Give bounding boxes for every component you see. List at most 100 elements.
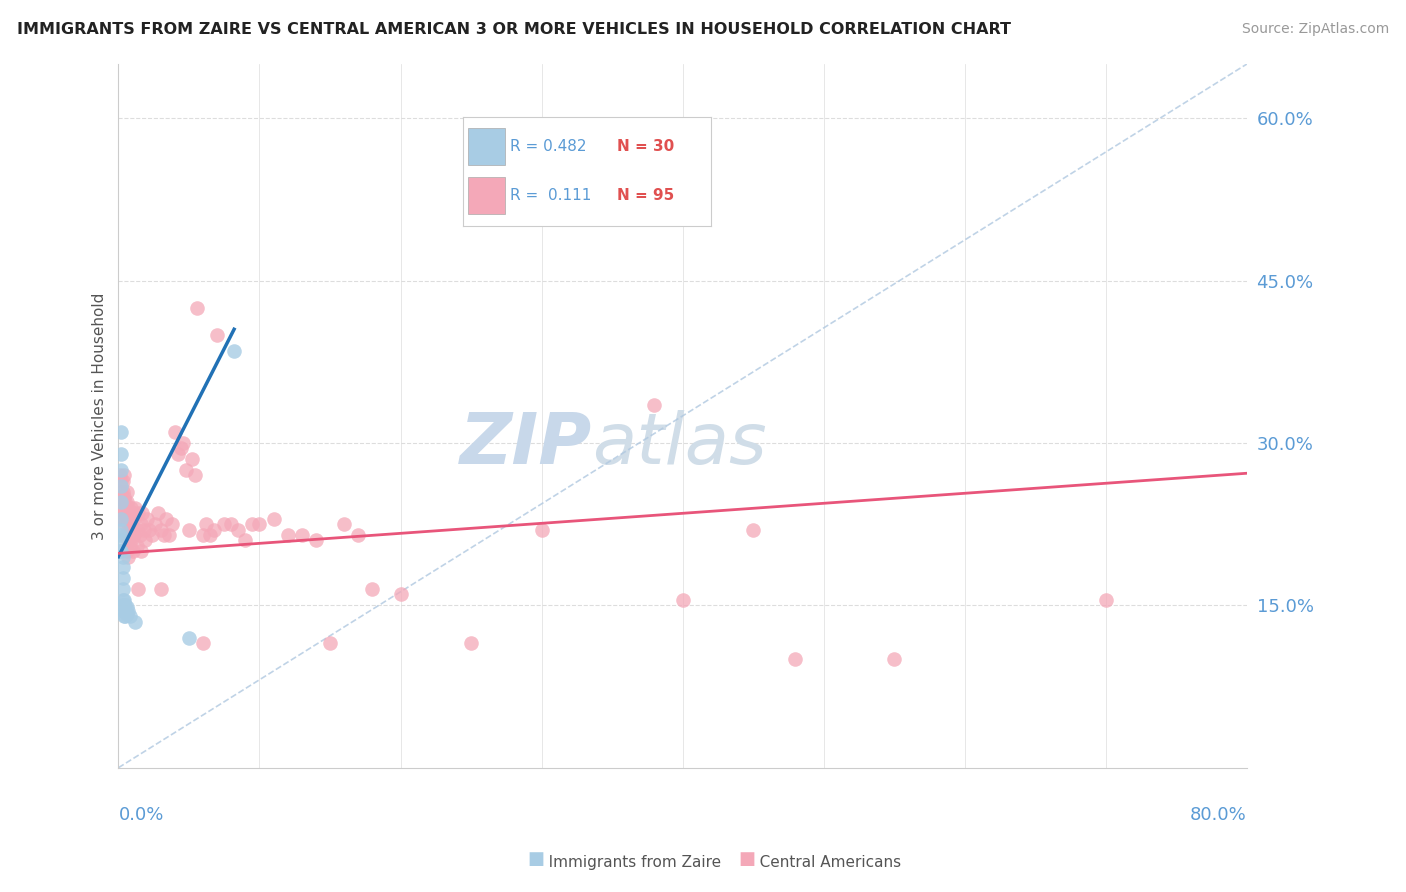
Point (120, 533, 142, 548)
Point (110, 523, 132, 537)
Point (132, 523, 155, 537)
Point (111, 495, 134, 509)
Point (112, 490, 135, 504)
Point (194, 517, 217, 532)
Point (129, 517, 152, 532)
Point (121, 528, 143, 542)
Point (177, 631, 200, 645)
Point (120, 500, 142, 515)
Point (163, 425, 186, 439)
Point (135, 512, 157, 526)
Point (117, 549, 139, 564)
Point (114, 495, 136, 509)
Point (111, 484, 134, 499)
Point (183, 468, 205, 483)
Point (112, 468, 135, 483)
Point (460, 636, 482, 650)
Point (115, 600, 138, 615)
Text: ■: ■ (527, 850, 544, 868)
Point (114, 517, 136, 532)
Text: IMMIGRANTS FROM ZAIRE VS CENTRAL AMERICAN 3 OR MORE VEHICLES IN HOUSEHOLD CORREL: IMMIGRANTS FROM ZAIRE VS CENTRAL AMERICA… (17, 22, 1011, 37)
Point (110, 474, 132, 488)
Text: atlas: atlas (592, 409, 768, 478)
Point (110, 512, 132, 526)
Point (117, 533, 139, 548)
Point (108, 533, 131, 548)
Point (112, 500, 135, 515)
Point (110, 544, 132, 558)
Point (115, 528, 138, 542)
Point (112, 604, 135, 618)
Point (319, 636, 342, 650)
Point (191, 528, 214, 542)
Point (122, 528, 145, 542)
Point (212, 517, 235, 532)
Point (883, 652, 905, 666)
Point (114, 604, 136, 618)
Point (785, 652, 807, 666)
Point (155, 512, 177, 526)
Point (124, 500, 146, 515)
Point (118, 523, 141, 537)
Point (305, 533, 328, 548)
Point (125, 539, 148, 553)
Point (115, 512, 138, 526)
Point (108, 468, 131, 483)
Point (114, 609, 136, 624)
Point (174, 463, 197, 477)
Point (127, 582, 149, 596)
Point (224, 343, 246, 358)
Point (333, 517, 356, 532)
Point (118, 506, 141, 520)
Point (389, 587, 412, 601)
Text: Source: ZipAtlas.com: Source: ZipAtlas.com (1241, 22, 1389, 37)
Point (122, 512, 145, 526)
Point (120, 517, 142, 532)
Point (277, 528, 299, 542)
Point (110, 425, 132, 439)
Point (111, 506, 134, 520)
Point (242, 517, 264, 532)
Point (121, 506, 143, 520)
Point (110, 490, 132, 504)
Point (235, 533, 257, 548)
Point (138, 523, 160, 537)
Point (228, 523, 250, 537)
Point (124, 615, 146, 629)
Point (115, 495, 138, 509)
Point (114, 506, 136, 520)
Point (129, 544, 152, 558)
Point (117, 604, 139, 618)
Point (115, 607, 138, 621)
Point (141, 528, 163, 542)
Point (249, 517, 271, 532)
Point (202, 523, 225, 537)
Point (198, 528, 221, 542)
Point (146, 506, 169, 520)
Point (114, 599, 136, 613)
Point (131, 506, 153, 520)
Point (127, 506, 149, 520)
Point (180, 452, 202, 467)
Point (112, 609, 135, 624)
Text: ■: ■ (738, 850, 755, 868)
Point (219, 517, 242, 532)
Point (110, 447, 132, 461)
Point (115, 484, 138, 499)
Text: Immigrants from Zaire: Immigrants from Zaire (534, 855, 721, 870)
Point (143, 517, 166, 532)
Point (263, 512, 285, 526)
Point (112, 512, 135, 526)
Point (110, 484, 132, 499)
Point (117, 500, 139, 515)
Point (134, 533, 156, 548)
Point (160, 517, 183, 532)
Point (110, 495, 132, 509)
Point (111, 599, 134, 613)
Point (110, 479, 132, 493)
Point (111, 571, 134, 585)
Point (108, 528, 131, 542)
Text: Central Americans: Central Americans (745, 855, 901, 870)
Point (121, 544, 143, 558)
Text: 80.0%: 80.0% (1189, 806, 1247, 824)
